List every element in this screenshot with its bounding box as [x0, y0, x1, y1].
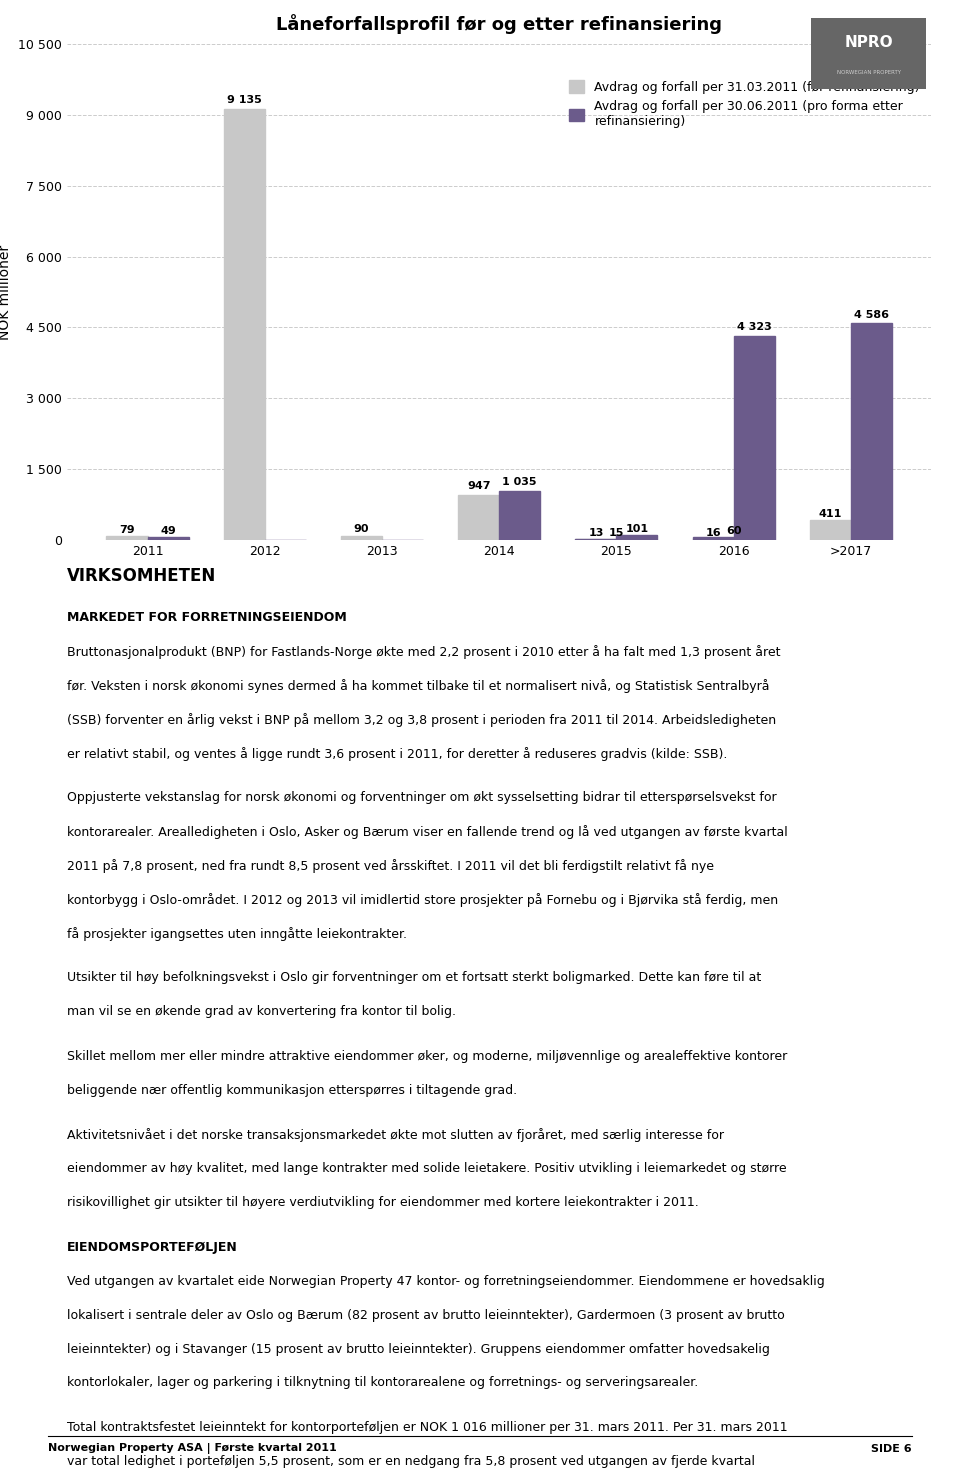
Text: MARKEDET FOR FORRETNINGSEIENDOM: MARKEDET FOR FORRETNINGSEIENDOM — [67, 611, 347, 624]
Text: kontorarealer. Arealledigheten i Oslo, Asker og Bærum viser en fallende trend og: kontorarealer. Arealledigheten i Oslo, A… — [67, 825, 788, 840]
Text: (SSB) forventer en årlig vekst i BNP på mellom 3,2 og 3,8 prosent i perioden fra: (SSB) forventer en årlig vekst i BNP på … — [67, 713, 777, 726]
Text: 2011 på 7,8 prosent, ned fra rundt 8,5 prosent ved årsskiftet. I 2011 vil det bl: 2011 på 7,8 prosent, ned fra rundt 8,5 p… — [67, 859, 714, 874]
Text: eiendommer av høy kvalitet, med lange kontrakter med solide leietakere. Positiv : eiendommer av høy kvalitet, med lange ko… — [67, 1163, 787, 1175]
Text: 90: 90 — [353, 524, 370, 534]
Y-axis label: NOK millioner: NOK millioner — [0, 245, 12, 339]
Bar — [499, 492, 540, 540]
Text: 79: 79 — [119, 524, 134, 534]
Text: Oppjusterte vekstanslag for norsk økonomi og forventninger om økt sysselsetting : Oppjusterte vekstanslag for norsk økonom… — [67, 791, 777, 804]
Text: 9 135: 9 135 — [227, 94, 261, 105]
Bar — [148, 537, 188, 540]
Text: lokalisert i sentrale deler av Oslo og Bærum (82 prosent av brutto leieinntekter: lokalisert i sentrale deler av Oslo og B… — [67, 1309, 785, 1321]
Text: Bruttonasjonalprodukt (BNP) for Fastlands-Norge økte med 2,2 prosent i 2010 ette: Bruttonasjonalprodukt (BNP) for Fastland… — [67, 645, 780, 658]
Text: Ved utgangen av kvartalet eide Norwegian Property 47 kontor- og forretningseiend: Ved utgangen av kvartalet eide Norwegian… — [67, 1275, 825, 1287]
Text: NPRO: NPRO — [845, 35, 893, 50]
Text: 60: 60 — [726, 525, 741, 536]
Text: VIRKSOMHETEN: VIRKSOMHETEN — [67, 567, 216, 584]
Text: 15: 15 — [609, 528, 624, 537]
Text: er relativt stabil, og ventes å ligge rundt 3,6 prosent i 2011, for deretter å r: er relativt stabil, og ventes å ligge ru… — [67, 747, 728, 760]
Text: 1 035: 1 035 — [502, 477, 537, 487]
Bar — [733, 335, 775, 540]
Bar — [458, 494, 499, 540]
Bar — [810, 521, 851, 540]
Text: Norwegian Property ASA | Første kvartal 2011: Norwegian Property ASA | Første kvartal … — [48, 1444, 337, 1454]
Text: få prosjekter igangsettes uten inngåtte leiekontrakter.: få prosjekter igangsettes uten inngåtte … — [67, 927, 407, 940]
Text: 16: 16 — [706, 527, 721, 537]
Text: kontorbygg i Oslo-området. I 2012 og 2013 vil imidlertid store prosjekter på For: kontorbygg i Oslo-området. I 2012 og 201… — [67, 893, 779, 906]
Text: 4 323: 4 323 — [737, 322, 772, 332]
Bar — [851, 323, 892, 540]
Text: kontorlokaler, lager og parkering i tilknytning til kontorarealene og forretning: kontorlokaler, lager og parkering i tilk… — [67, 1377, 699, 1389]
Bar — [341, 536, 382, 540]
Legend: Avdrag og forfall per 31.03.2011 (før refinansiering), Avdrag og forfall per 30.: Avdrag og forfall per 31.03.2011 (før re… — [564, 75, 924, 133]
Title: Låneforfallsprofil før og etter refinansiering: Låneforfallsprofil før og etter refinans… — [276, 15, 722, 34]
Text: 49: 49 — [160, 525, 176, 536]
Text: 947: 947 — [467, 481, 491, 492]
Text: SIDE 6: SIDE 6 — [872, 1444, 912, 1454]
Bar — [616, 534, 658, 540]
Text: beliggende nær offentlig kommunikasjon etterspørres i tiltagende grad.: beliggende nær offentlig kommunikasjon e… — [67, 1083, 517, 1097]
Text: leieinntekter) og i Stavanger (15 prosent av brutto leieinntekter). Gruppens eie: leieinntekter) og i Stavanger (15 prosen… — [67, 1343, 770, 1355]
Bar — [692, 537, 733, 540]
Text: man vil se en økende grad av konvertering fra kontor til bolig.: man vil se en økende grad av konverterin… — [67, 1005, 456, 1018]
Bar — [107, 536, 148, 540]
Text: Aktivitetsnivået i det norske transaksjonsmarkedet økte mot slutten av fjoråret,: Aktivitetsnivået i det norske transaksjo… — [67, 1129, 724, 1142]
Text: 4 586: 4 586 — [853, 310, 889, 320]
Text: Total kontraktsfestet leieinntekt for kontorporteføljen er NOK 1 016 millioner p: Total kontraktsfestet leieinntekt for ko… — [67, 1421, 788, 1435]
Text: EIENDOMSPORTEFØLJEN: EIENDOMSPORTEFØLJEN — [67, 1241, 238, 1253]
Text: NORWEGIAN PROPERTY: NORWEGIAN PROPERTY — [837, 71, 900, 75]
Text: var total ledighet i porteføljen 5,5 prosent, som er en nedgang fra 5,8 prosent : var total ledighet i porteføljen 5,5 pro… — [67, 1455, 756, 1469]
Text: Utsikter til høy befolkningsvekst i Oslo gir forventninger om et fortsatt sterkt: Utsikter til høy befolkningsvekst i Oslo… — [67, 971, 761, 984]
Text: 13: 13 — [588, 528, 604, 537]
Text: risikovillighet gir utsikter til høyere verdiutvikling for eiendommer med korter: risikovillighet gir utsikter til høyere … — [67, 1196, 699, 1209]
Text: 411: 411 — [819, 509, 842, 520]
Text: 101: 101 — [625, 524, 649, 534]
Text: før. Veksten i norsk økonomi synes dermed å ha kommet tilbake til et normalisert: før. Veksten i norsk økonomi synes derme… — [67, 679, 770, 692]
Bar — [224, 109, 265, 540]
Text: Skillet mellom mer eller mindre attraktive eiendommer øker, og moderne, miljøven: Skillet mellom mer eller mindre attrakti… — [67, 1049, 787, 1063]
